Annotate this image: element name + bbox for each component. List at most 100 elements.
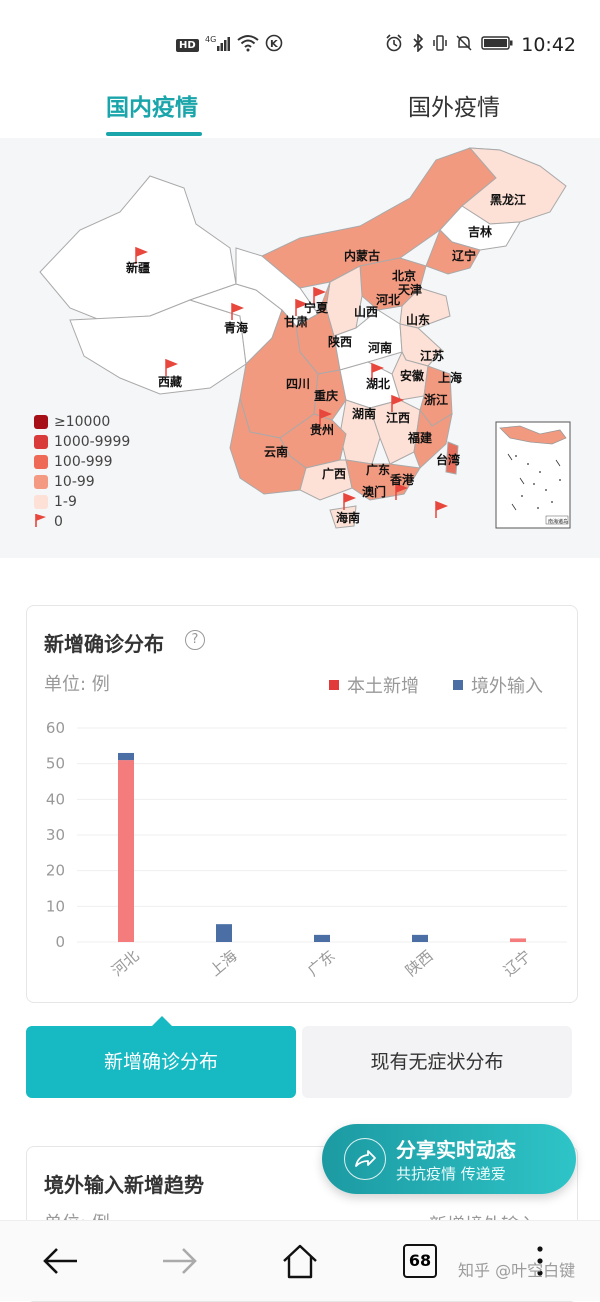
bar-import	[314, 934, 330, 942]
share-title: 分享实时动态	[396, 1138, 516, 1162]
label-sichuan: 四川	[286, 377, 310, 391]
toggle-new-cases[interactable]: 新增确诊分布	[26, 1026, 296, 1098]
map-svg: 新疆 西藏 青海 甘肃 宁夏 内蒙古 黑龙江 吉林 辽宁 北京 天津 河北 山西…	[39, 147, 571, 529]
region-tabs: 国内疫情 国外疫情	[0, 80, 600, 138]
label-hubei: 湖北	[366, 376, 390, 391]
label-jiangxi: 江西	[386, 410, 410, 425]
legend-row: 0	[34, 512, 130, 532]
legend-import-label: 境外输入	[471, 676, 543, 697]
status-bar: HD 4G K 10:42	[0, 0, 600, 80]
mute-icon	[455, 34, 473, 56]
region-hainan	[329, 505, 357, 529]
map-flags	[135, 246, 449, 518]
svg-text:4G: 4G	[205, 35, 216, 44]
alarm-icon	[385, 34, 403, 56]
label-neimenggu: 内蒙古	[344, 248, 380, 263]
label-henan: 河南	[367, 340, 392, 355]
active-tab-indicator	[106, 132, 202, 136]
label-xizang: 西藏	[158, 374, 182, 389]
y-tick-label: 30	[46, 826, 65, 844]
y-tick-label: 0	[55, 933, 65, 951]
label-hainan: 海南	[336, 510, 360, 525]
legend-swatch	[34, 455, 48, 469]
tab-domestic[interactable]: 国内疫情	[106, 95, 198, 121]
label-yunnan: 云南	[264, 444, 288, 459]
label-shanghai: 上海	[438, 370, 462, 385]
label-xinjiang: 新疆	[126, 260, 150, 275]
unit-label: 单位: 例	[44, 674, 110, 695]
x-tick-label: 辽宁	[500, 947, 535, 980]
region-taiwan	[445, 441, 459, 475]
legend-label: 1-9	[54, 494, 77, 510]
hd-icon: HD	[176, 38, 199, 52]
menu-button[interactable]	[518, 1239, 562, 1283]
legend-local: 本土新增	[329, 672, 419, 698]
inset-label: 南海诸岛	[548, 518, 568, 525]
new-cases-card: 新增确诊分布 ? 单位: 例 本土新增 境外输入 0 10 20 30 40 50 60 河北…	[26, 605, 578, 1003]
browser-nav-bar: 68 知乎 @叶空白键	[0, 1220, 600, 1301]
label-heilongjiang: 黑龙江	[490, 192, 526, 207]
clock: 10:42	[521, 34, 576, 56]
bar-import	[412, 934, 428, 942]
bar-import	[118, 752, 134, 761]
back-button[interactable]	[38, 1239, 82, 1283]
region-xizang	[69, 299, 247, 395]
toggle-asymptomatic[interactable]: 现有无症状分布	[302, 1026, 572, 1098]
label-taiwan: 台湾	[436, 452, 460, 467]
k-icon: K	[265, 34, 283, 56]
share-button[interactable]: 分享实时动态 共抗疫情 传递爱	[322, 1124, 576, 1194]
label-beijing: 北京	[392, 268, 416, 283]
tab-foreign[interactable]: 国外疫情	[408, 95, 500, 121]
legend-swatch	[34, 435, 48, 449]
legend-row: 10-99	[34, 472, 130, 492]
label-xianggang: 香港	[389, 472, 415, 487]
status-left: HD 4G K	[176, 34, 283, 56]
x-tick-label: 陕西	[402, 947, 437, 980]
bar-import	[216, 924, 232, 942]
region-henan	[333, 309, 403, 371]
label-hebei: 河北	[375, 292, 400, 307]
y-tick-label: 10	[46, 897, 65, 915]
south-china-sea-inset: 南海诸岛	[495, 421, 571, 529]
province-labels: 新疆 西藏 青海 甘肃 宁夏 内蒙古 黑龙江 吉林 辽宁 北京 天津 河北 山西…	[126, 192, 526, 525]
card-title: 境外输入新增趋势	[44, 1173, 204, 1197]
legend-label: ≥10000	[54, 414, 111, 430]
home-button[interactable]	[278, 1239, 322, 1283]
label-guangxi: 广西	[322, 466, 346, 481]
tabs-button[interactable]: 68	[398, 1239, 442, 1283]
legend-local-label: 本土新增	[347, 676, 419, 697]
share-subtitle: 共抗疫情 传递爱	[396, 1165, 506, 1183]
wifi-icon	[237, 34, 259, 56]
watermark: 知乎 @叶空白键	[458, 1261, 576, 1280]
legend-row: 1000-9999	[34, 432, 130, 452]
label-shandong: 山东	[406, 312, 430, 327]
label-liaoning: 辽宁	[452, 248, 476, 263]
china-map: 新疆 西藏 青海 甘肃 宁夏 内蒙古 黑龙江 吉林 辽宁 北京 天津 河北 山西…	[0, 138, 600, 558]
signal-icon: 4G	[205, 34, 231, 56]
label-anhui: 安徽	[400, 368, 425, 383]
flag-icon	[34, 513, 48, 531]
label-hunan: 湖南	[352, 406, 376, 421]
legend-label: 1000-9999	[54, 434, 131, 450]
map-legend: ≥10000 1000-9999 100-999 10-99 1-9 0	[34, 412, 130, 532]
bar-chart: 0 10 20 30 40 50 60 河北 上海 广东 陕西 辽宁	[46, 719, 567, 980]
label-jiangsu: 江苏	[420, 348, 444, 363]
legend-local-swatch	[329, 680, 339, 690]
label-chongqing: 重庆	[314, 388, 338, 403]
forward-button[interactable]	[158, 1239, 202, 1283]
label-ningxia: 宁夏	[304, 300, 329, 315]
label-shanxi: 山西	[354, 304, 378, 319]
y-tick-label: 20	[46, 862, 65, 880]
label-gansu: 甘肃	[284, 314, 308, 329]
legend-label: 100-999	[54, 454, 113, 470]
vibrate-icon	[433, 34, 447, 56]
card-title: 新增确诊分布	[44, 632, 164, 656]
legend-label: 0	[54, 514, 63, 530]
home-icon	[283, 1244, 317, 1279]
legend-import: 境外输入	[453, 672, 543, 698]
label-guangdong: 广东	[366, 462, 390, 477]
x-tick-label: 广东	[304, 947, 339, 980]
status-right: 10:42	[385, 33, 576, 56]
x-tick-label: 上海	[206, 947, 241, 980]
help-icon[interactable]: ?	[185, 630, 205, 650]
